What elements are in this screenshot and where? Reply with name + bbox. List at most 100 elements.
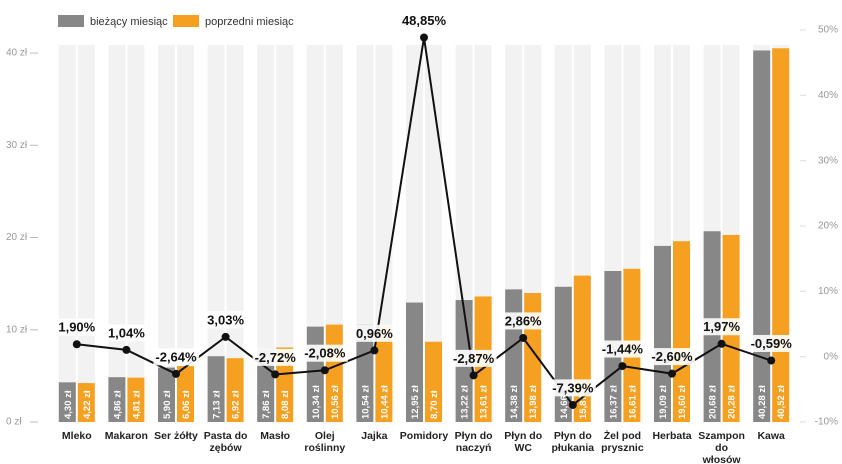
y-tick-label: 20 zł: [6, 232, 28, 243]
bar-background: [177, 45, 194, 422]
point-label: 0,96%: [356, 326, 393, 341]
bar-value-label: 13,98 zł: [528, 385, 539, 419]
bar: [58, 382, 76, 422]
x-tick-label: Jajka: [361, 430, 388, 442]
y2-tick-label: 0%: [824, 351, 839, 362]
bar-value-label: 16,37 zł: [608, 385, 619, 419]
point-label-group: -7,39%: [550, 379, 596, 397]
bar-background: [257, 45, 275, 422]
bar: [406, 302, 423, 422]
point-label: 1,97%: [703, 319, 740, 334]
point-label: 3,03%: [207, 312, 244, 327]
bar-background: [276, 45, 294, 422]
bar: [257, 349, 275, 422]
y-tick-label: 40 zł: [6, 48, 28, 59]
line-point: [469, 371, 478, 380]
bar-value-label: 19,60 zł: [677, 385, 688, 419]
bar-value-label: 19,09 zł: [658, 385, 669, 419]
point-label-bg: [502, 312, 545, 330]
x-tick-label: Płyn do WC: [504, 430, 543, 454]
point-label-bg: [599, 340, 646, 358]
point-label: 48,85%: [402, 13, 447, 28]
bar-value-label: 4,30 zł: [63, 390, 74, 419]
y-tick-label: 0 zł: [6, 417, 22, 428]
bar-value-label: 4,81 zł: [131, 390, 142, 419]
point-label-bg: [399, 11, 449, 29]
point-label-group: 1,04%: [105, 324, 148, 342]
bar-value-label: 40,28 zł: [757, 385, 768, 419]
bar-value-label: 10,44 zł: [379, 385, 390, 419]
point-label-group: -0,59%: [748, 334, 795, 352]
bar: [77, 383, 95, 422]
line-point: [271, 370, 280, 379]
bar: [207, 356, 225, 422]
line-point: [172, 369, 180, 378]
y-tick-label: 10 zł: [6, 324, 28, 335]
bar-value-label: 5,90 zł: [162, 390, 173, 419]
x-tick-label: Pasta do zębów: [203, 430, 248, 454]
x-tick-label: Mleko: [61, 430, 92, 442]
point-label-group: 48,85%: [399, 11, 449, 29]
x-tick-label: Szampon do włosów: [698, 430, 745, 464]
bar: [772, 48, 790, 423]
legend-swatch: [173, 15, 199, 27]
y2-tick-label: 20%: [818, 221, 838, 232]
y2-tick-label: 40%: [818, 90, 838, 101]
x-tick-label: Makaron: [104, 430, 148, 442]
point-label-bg: [56, 318, 98, 336]
point-label-group: 2,86%: [502, 312, 545, 330]
point-label: 1,04%: [108, 325, 145, 340]
point-label-group: 3,03%: [205, 311, 247, 329]
bar-background: [127, 45, 145, 422]
point-label-bg: [748, 334, 795, 352]
bar-value-label: 10,34 zł: [311, 385, 322, 419]
line-point: [122, 345, 131, 354]
bar: [425, 341, 442, 422]
point-label-bg: [550, 379, 596, 397]
line-point: [717, 339, 726, 348]
point-label-group: 1,97%: [701, 318, 743, 336]
bar-value-label: 13,61 zł: [479, 385, 490, 419]
bar: [108, 377, 126, 422]
bar-value-label: 13,22 zł: [460, 385, 471, 419]
bar-value-label: 4,86 zł: [112, 390, 123, 419]
line-point: [221, 332, 230, 341]
bar: [375, 325, 393, 422]
point-label-bg: [450, 349, 497, 367]
x-tick-label: Masło: [260, 430, 291, 442]
bar-background: [108, 45, 126, 422]
point-label-bg: [105, 324, 148, 342]
line-point: [568, 400, 577, 409]
line-point: [668, 369, 676, 378]
bar-background: [425, 45, 442, 422]
point-label: 1,90%: [58, 320, 95, 335]
point-label: -2,64%: [155, 349, 197, 364]
bar: [127, 377, 145, 422]
bar-background: [77, 45, 95, 422]
bar-value-label: 14,38 zł: [509, 385, 520, 419]
line-point: [767, 356, 776, 365]
y-tick-label: 30 zł: [6, 140, 28, 151]
bar-value-label: 10,54 zł: [360, 385, 371, 419]
bar-value-label: 16,61 zł: [627, 385, 638, 419]
point-label-bg: [701, 318, 743, 336]
bar-value-label: 6,06 zł: [181, 390, 192, 419]
x-tick-label: Herbata: [652, 430, 692, 442]
bar-background: [58, 45, 76, 422]
x-tick-label: Pomidory: [399, 430, 449, 442]
bar: [673, 241, 690, 422]
line-point: [519, 333, 528, 342]
point-label-group: -2,08%: [302, 344, 348, 362]
line-point: [420, 33, 428, 42]
bar-value-label: 14,66 zł: [559, 385, 570, 419]
point-label-group: -2,64%: [153, 348, 200, 366]
x-tick-label: Olej roślinny: [304, 430, 346, 454]
x-tick-label: Płyn do naczyń: [454, 430, 493, 454]
point-label-group: -2,87%: [450, 349, 497, 367]
point-label: -7,39%: [552, 380, 594, 395]
point-label: -2,60%: [651, 349, 693, 364]
point-label-bg: [153, 348, 200, 366]
bar: [753, 50, 771, 423]
bar-value-label: 8,70 zł: [429, 390, 440, 419]
